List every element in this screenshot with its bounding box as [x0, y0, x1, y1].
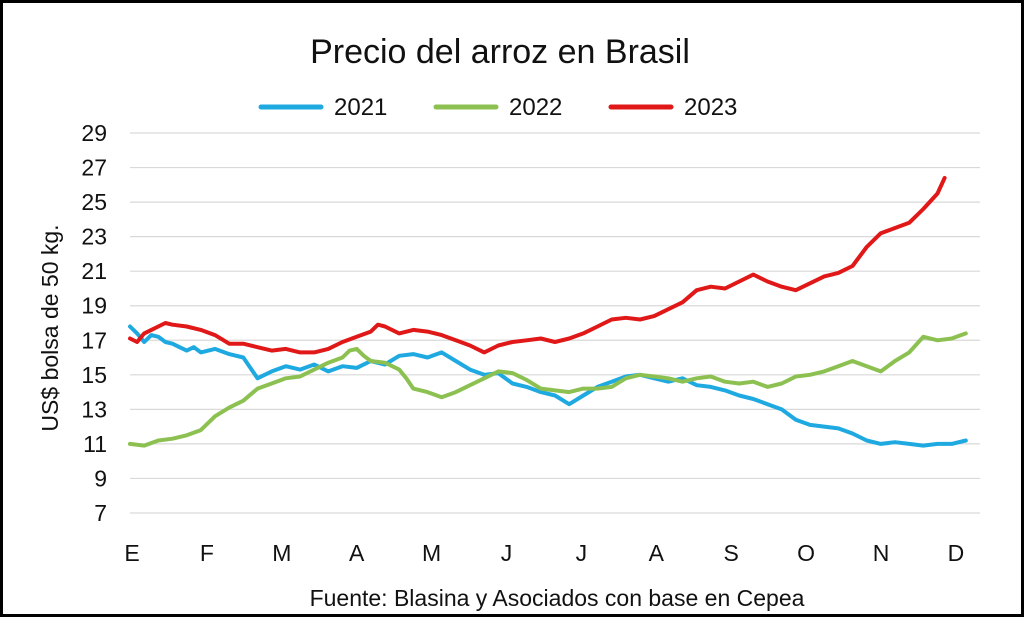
y-tick-label: 29	[81, 120, 107, 146]
x-tick-label: A	[649, 540, 665, 566]
legend-label-2023: 2023	[684, 94, 737, 121]
gridlines	[130, 132, 980, 514]
y-tick-label: 13	[81, 396, 107, 422]
series-lines	[128, 175, 968, 448]
y-axis-label: US$ bolsa de 50 kg.	[37, 224, 63, 431]
x-tick-label: J	[576, 540, 588, 566]
y-tick-label: 11	[83, 431, 107, 457]
x-tick-label: O	[797, 540, 815, 566]
x-tick-label: F	[200, 540, 214, 566]
y-tick-label: 27	[81, 155, 107, 181]
y-tick-label: 19	[81, 293, 107, 319]
legend-label-2021: 2021	[334, 94, 387, 121]
y-tick-label: 23	[81, 224, 107, 250]
x-tick-label: J	[501, 540, 513, 566]
chart-title: Precio del arroz en Brasil	[310, 33, 690, 71]
series-line-2022	[128, 331, 968, 448]
x-tick-label: N	[873, 540, 890, 566]
y-tick-label: 17	[81, 327, 107, 353]
y-tick-label: 7	[94, 500, 107, 526]
y-tick-label: 25	[81, 189, 107, 215]
legend-label-2022: 2022	[509, 94, 562, 121]
y-tick-label: 15	[81, 362, 107, 388]
legend: 2021 2022 2023	[258, 94, 737, 121]
source-note: Fuente: Blasina y Asociados con base en …	[310, 585, 805, 611]
x-tick-label: E	[124, 540, 139, 566]
x-tick-label: M	[422, 540, 441, 566]
line-chart: Precio del arroz en Brasil 2021 2022 2023 …	[37, 33, 980, 611]
y-axis-ticks: 7 9 11 13 15 17 19 21 23 25 27 29	[81, 120, 107, 526]
series-line-2021	[128, 324, 968, 448]
y-tick-label: 21	[81, 258, 107, 284]
x-tick-label: S	[724, 540, 739, 566]
y-tick-label: 9	[94, 465, 107, 491]
x-tick-label: A	[349, 540, 365, 566]
x-tick-label: D	[948, 540, 965, 566]
series-line-2023	[128, 175, 947, 355]
x-tick-label: M	[272, 540, 291, 566]
